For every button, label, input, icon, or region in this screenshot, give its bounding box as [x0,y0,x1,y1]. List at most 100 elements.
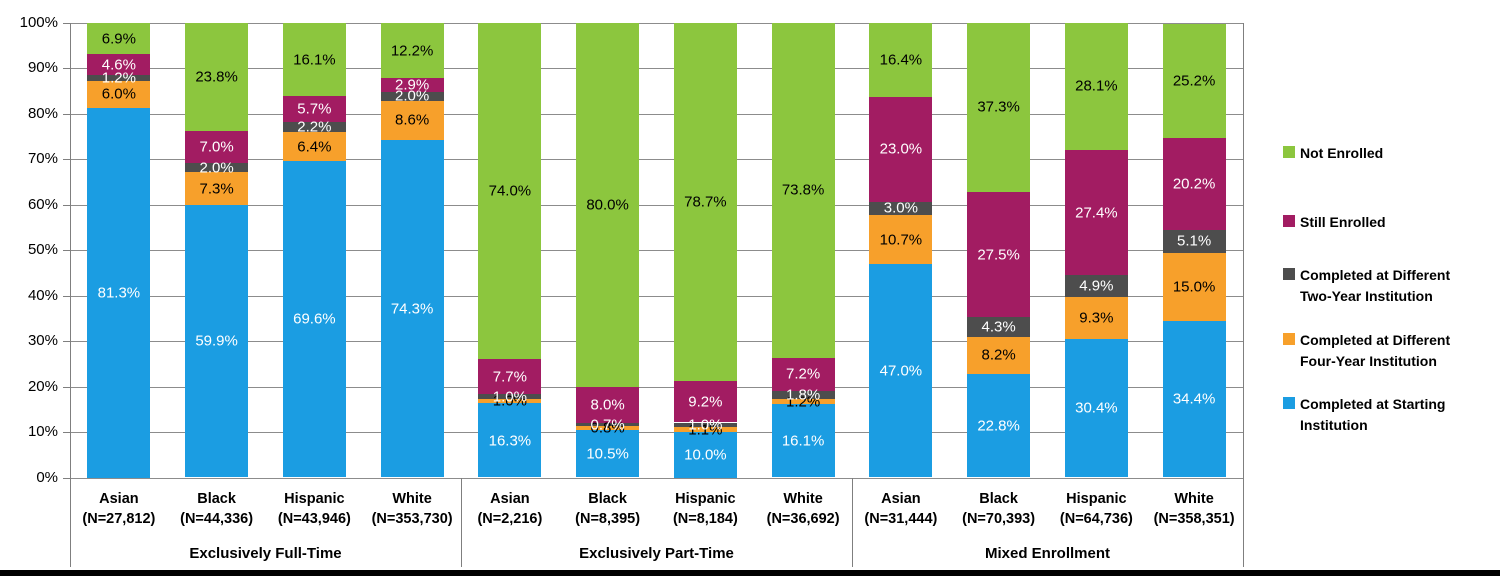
bar-segment [1162,253,1226,322]
segment-value-label: 28.1% [1075,77,1118,95]
segment-value-label: 8.6% [394,111,430,129]
segment-value-label: 7.0% [199,138,234,156]
bar-segment [1064,297,1128,340]
bar-segment [869,215,933,264]
bar-segment [673,23,737,381]
category-label: Hispanic [675,491,736,507]
segment-value-label: 6.9% [101,30,136,48]
bar-segment [869,263,933,478]
gridline [70,23,1243,24]
legend-swatch-icon [1283,215,1295,227]
segment-value-label: 5.1% [1176,232,1212,250]
y-axis-tick [63,386,70,388]
legend-label: Completed at Starting Institution [1300,396,1446,433]
y-axis-tick [63,341,70,343]
gridline [70,295,1243,297]
bar-segment [380,100,444,140]
group-label: Exclusively Part-Time [579,545,734,562]
segment-value-label: 30.4% [1075,399,1118,417]
bar-segment [478,23,542,360]
category-label: Black [979,491,1018,507]
bar-segment [771,390,835,399]
category-n-label: (N=27,812) [82,511,156,527]
segment-value-label: 1.0% [688,416,723,434]
segment-value-label: 7.2% [785,365,821,383]
segment-value-label: 37.3% [977,98,1020,116]
y-axis-tick [63,113,70,115]
plot-right-border [1243,23,1244,567]
bottom-rule [0,570,1500,576]
group-divider [461,477,462,567]
bar-segment [673,380,737,423]
segment-value-label: 22.8% [977,417,1020,435]
category-n-label: (N=31,444) [864,511,938,527]
category-label: Asian [881,491,921,507]
segment-value-label: 7.3% [199,180,234,198]
segment-value-label: 10.5% [586,445,629,463]
segment-value-label: 8.2% [981,346,1016,364]
segment-value-label: 4.9% [1079,277,1114,295]
category-n-label: (N=358,351) [1153,511,1235,527]
bar-segment [1064,150,1128,275]
bar-segment [282,132,346,162]
category-label: Black [588,491,627,507]
segment-value-label: 12.2% [390,42,434,60]
category-n-label: (N=43,946) [277,511,351,527]
segment-value-label: 2.2% [297,118,332,136]
bar-segment [771,404,835,478]
segment-value-label: 9.2% [688,393,723,411]
segment-value-label: 74.0% [488,182,532,200]
gridline [70,159,1243,161]
segment-value-label: 27.4% [1075,204,1118,221]
category-label: Asian [99,491,139,507]
bar-segment [771,398,835,405]
bar-segment [1064,339,1128,478]
bar-segment [1162,321,1226,478]
y-axis-tick-label: 10% [27,423,58,441]
y-axis-tick [63,68,70,70]
segment-value-label: 34.4% [1172,390,1216,408]
segment-value-label: 23.8% [195,68,238,86]
y-axis-tick-label: 20% [27,377,58,395]
segment-value-label: 27.5% [977,246,1020,264]
category-n-label: (N=353,730) [371,511,453,527]
bar-segment [673,422,737,427]
bar-segment [87,108,151,478]
bar-segment [771,358,835,391]
bar-segment [478,403,542,478]
category-label: Hispanic [1066,491,1127,507]
segment-value-label: 5.7% [297,100,332,118]
bar-segment [185,23,249,132]
bar-segment [576,429,640,478]
segment-value-label: 0.7% [590,416,625,434]
segment-value-label: 1.1% [688,421,723,439]
segment-value-label: 74.3% [390,300,434,318]
y-axis-tick [63,477,70,479]
category-label: Hispanic [284,491,345,507]
legend-label: Completed at Different Two-Year Institut… [1300,267,1451,304]
segment-value-label: 3.0% [883,199,918,217]
bar-segment [576,423,640,427]
gridline [70,250,1243,252]
legend-label: Not Enrolled [1300,145,1384,161]
bar-segment [1064,22,1128,151]
bar-segment [967,22,1031,192]
category-label: Black [197,491,236,507]
y-axis-tick [63,159,70,161]
bar-segment [380,139,444,478]
bar-segment [282,122,346,133]
segment-value-label: 6.0% [101,85,136,103]
y-axis-tick-label: 50% [27,241,58,259]
gridline [70,477,1243,479]
y-axis-tick-label: 80% [27,104,58,122]
group-label: Exclusively Full-Time [189,545,342,562]
bar-segment [967,336,1031,374]
segment-value-label: 7.7% [492,368,527,386]
segment-value-label: 16.4% [879,51,923,69]
legend-item: Completed at Starting Institution [1283,394,1478,436]
bar-segment [87,75,151,81]
y-axis-tick-label: 40% [27,286,58,304]
segment-value-label: 20.2% [1172,175,1216,193]
segment-value-label: 6.4% [297,138,332,156]
segment-value-label: 23.0% [879,140,923,158]
